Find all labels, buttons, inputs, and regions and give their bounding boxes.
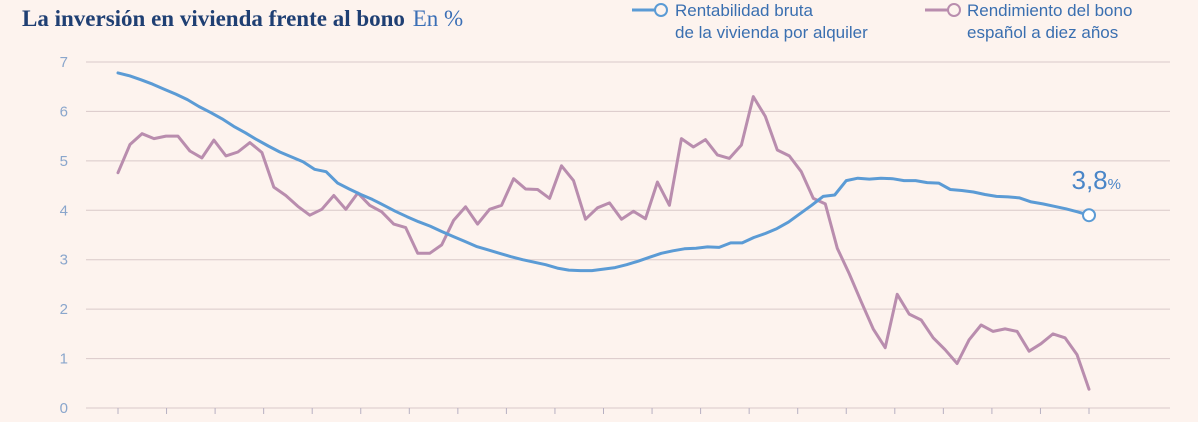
end-value-suffix: % bbox=[1108, 176, 1121, 193]
end-value-label: 3,8% bbox=[1072, 165, 1122, 195]
y-tick-label: 3 bbox=[60, 252, 68, 269]
y-tick-label: 6 bbox=[60, 103, 68, 120]
legend-item-bono: Rendimiento del bono español a diez años bbox=[967, 0, 1132, 44]
y-tick-label: 2 bbox=[60, 301, 68, 318]
end-value-number: 3,8 bbox=[1072, 165, 1108, 195]
chart-title: La inversión en vivienda frente al bono … bbox=[22, 6, 463, 32]
legend-item-vivienda: Rentabilidad bruta de la vivienda por al… bbox=[675, 0, 868, 44]
legend-label-line1: Rentabilidad bruta bbox=[675, 1, 813, 20]
series-lines bbox=[116, 71, 1091, 391]
y-tick-label: 0 bbox=[60, 400, 68, 417]
series-line-0 bbox=[116, 71, 1091, 273]
legend-swatch-vivienda bbox=[632, 3, 668, 17]
legend-label-line2: de la vivienda por alquiler bbox=[675, 23, 868, 42]
legend-swatch-bono bbox=[925, 3, 961, 17]
gridlines bbox=[86, 61, 1170, 360]
series-line-1 bbox=[116, 95, 1091, 391]
y-axis-ticks: 0 1 2 3 4 5 6 7 bbox=[60, 54, 68, 417]
end-point-marker bbox=[1082, 208, 1096, 223]
legend-label-line2: español a diez años bbox=[967, 23, 1119, 42]
chart-title-main: La inversión en vivienda frente al bono bbox=[22, 6, 405, 31]
legend-label-line1: Rendimiento del bono bbox=[967, 1, 1133, 20]
y-tick-label: 1 bbox=[60, 351, 68, 368]
x-axis bbox=[86, 407, 1170, 414]
y-tick-label: 5 bbox=[60, 153, 68, 170]
chart-unit: En % bbox=[412, 6, 464, 31]
y-tick-label: 7 bbox=[60, 54, 68, 71]
y-tick-label: 4 bbox=[60, 202, 68, 219]
end-marker bbox=[1082, 208, 1096, 223]
